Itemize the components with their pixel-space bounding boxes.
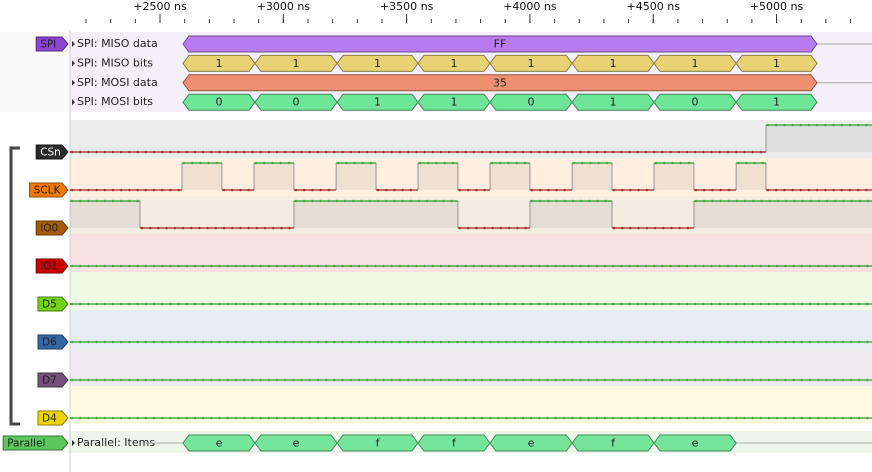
- channel-tag: [35, 36, 69, 52]
- channel-tag: [29, 182, 69, 198]
- annotation-row-label: SPI: MOSI data: [77, 76, 158, 89]
- row-expander: [72, 79, 75, 86]
- annotation-text: 1: [215, 57, 222, 70]
- channel-tag: [37, 410, 69, 426]
- annotation-row-label: SPI: MOSI bits: [77, 95, 153, 108]
- annotation-text: 1: [450, 57, 457, 70]
- annotation-text: 1: [610, 96, 617, 109]
- annotation-text: FF: [494, 38, 507, 51]
- time-tick-label: +5000 ns: [750, 0, 804, 13]
- row-expander: [72, 60, 75, 67]
- annotation-row-label: Parallel: Items: [77, 436, 155, 449]
- annotation: [735, 54, 818, 72]
- channel-tag: [37, 334, 69, 350]
- annotation-row-label: SPI: MISO data: [77, 37, 158, 50]
- channel-tag: [35, 144, 69, 160]
- annotation-text: e: [293, 437, 300, 450]
- channel-name: SCLK: [34, 185, 62, 197]
- channel-tag: [2, 435, 69, 451]
- annotation-text: 35: [493, 76, 507, 89]
- annotation-text: 1: [773, 57, 780, 70]
- channel-name: Parallel: [7, 438, 45, 450]
- annotation-row-label: SPI: MISO bits: [77, 56, 153, 69]
- time-tick-label: +3000 ns: [257, 0, 311, 13]
- channel-name: SPI: [40, 39, 56, 51]
- content: SPI SPI: MISO data FF SPI: MISO bits 1 1 1 1 1 1 1…: [2, 35, 872, 452]
- time-tick-label: +4000 ns: [503, 0, 557, 13]
- annotation-text: 0: [528, 96, 535, 109]
- high-fill: [336, 163, 377, 190]
- channel-name: D4: [42, 413, 57, 425]
- row-expander: [72, 41, 75, 47]
- annotation-text: 1: [293, 57, 300, 70]
- high-fill: [489, 163, 530, 190]
- annotation-text: 0: [293, 96, 300, 109]
- time-tick-label: +3500 ns: [380, 0, 434, 13]
- high-fill: [693, 201, 872, 228]
- annotation-text: f: [611, 437, 616, 450]
- annotation-text: 1: [528, 57, 535, 70]
- time-tick-label: +2500 ns: [133, 0, 187, 13]
- time-tick-label: +4500 ns: [627, 0, 681, 13]
- high-fill: [653, 163, 694, 190]
- high-fill: [417, 163, 458, 190]
- high-fill: [181, 163, 222, 190]
- high-fill: [572, 163, 613, 190]
- group-bracket: [9, 146, 20, 426]
- annotation-text: 1: [773, 96, 780, 109]
- channel-tag: [35, 220, 69, 236]
- channel-tag: [37, 296, 69, 312]
- annotation-text: 1: [450, 96, 457, 109]
- annotation-text: 1: [374, 96, 381, 109]
- channel-name: IO0: [40, 223, 58, 235]
- annotation-text: 1: [610, 57, 617, 70]
- ruler: [0, 0, 872, 30]
- annotation: [653, 434, 737, 452]
- channel-tag: [37, 372, 69, 388]
- high-fill: [253, 163, 294, 190]
- annotation-text: e: [528, 437, 535, 450]
- channel-name: D6: [42, 337, 57, 349]
- annotation-text: 0: [215, 96, 222, 109]
- row-expander: [72, 440, 75, 446]
- channel-name: CSn: [40, 147, 61, 159]
- annotation: [182, 35, 818, 53]
- channel-tag: [35, 258, 69, 274]
- high-fill: [293, 201, 458, 228]
- annotation-text: 1: [374, 57, 381, 70]
- high-fill: [529, 201, 613, 228]
- high-fill: [765, 125, 872, 152]
- annotation-text: 1: [692, 57, 699, 70]
- high-fill: [70, 201, 141, 228]
- row-expander: [72, 99, 75, 106]
- annotation-text: e: [692, 437, 699, 450]
- annotation-text: 0: [692, 96, 699, 109]
- channel-name: IO1: [40, 261, 58, 273]
- annotation: [735, 93, 818, 111]
- annotation-text: f: [376, 437, 381, 450]
- high-fill: [736, 163, 766, 190]
- channel-name: D5: [42, 299, 57, 311]
- annotation: [182, 74, 818, 92]
- annotation-text: e: [216, 437, 223, 450]
- channel-name: D7: [42, 375, 57, 387]
- annotation-text: f: [452, 437, 457, 450]
